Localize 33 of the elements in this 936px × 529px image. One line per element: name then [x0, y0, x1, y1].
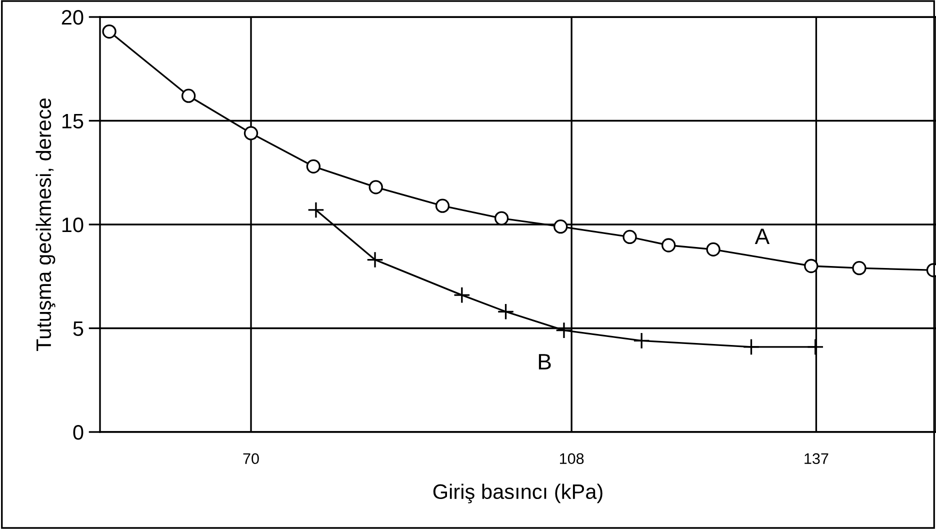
point: [494, 211, 509, 226]
point: [497, 303, 514, 320]
point: [102, 24, 116, 39]
point: [435, 198, 450, 213]
point: [366, 251, 384, 268]
x-tick-label: 108: [560, 453, 584, 464]
point: [633, 332, 650, 350]
point: [706, 242, 720, 256]
point: [804, 258, 818, 274]
point: [661, 238, 676, 252]
point: [453, 286, 470, 304]
point: [806, 338, 824, 356]
point: [307, 202, 324, 218]
point: [556, 322, 572, 339]
y-tick-label: 10: [62, 218, 84, 232]
y-tick-label: 0: [73, 425, 84, 440]
point: [742, 338, 760, 356]
x-tick-label: 70: [243, 453, 259, 464]
y-tick-label: 5: [73, 321, 84, 336]
point: [622, 230, 637, 244]
point: [244, 126, 258, 140]
point: [852, 260, 866, 276]
point: [554, 219, 568, 234]
series-label: B: [538, 354, 551, 370]
x-axis-title: Giriş basıncı (kPa): [433, 484, 602, 504]
y-tick-label: 20: [62, 10, 84, 25]
point: [306, 159, 321, 174]
x-tick-label: 137: [804, 453, 828, 464]
point: [368, 180, 383, 194]
y-tick-label: 15: [62, 114, 84, 129]
point: [181, 88, 196, 103]
y-axis-title: Tutuşma gecikmesi, derece: [36, 98, 56, 351]
series-label: A: [754, 228, 770, 244]
